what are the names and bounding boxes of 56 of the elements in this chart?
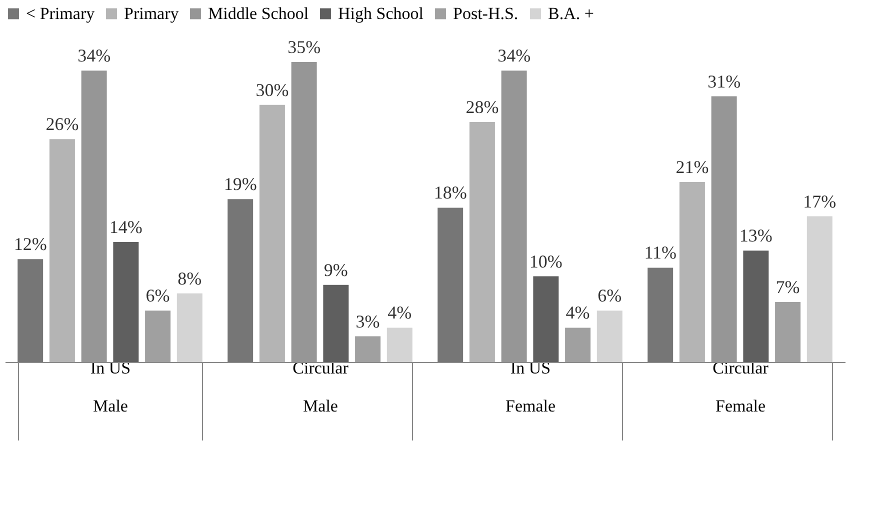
bar xyxy=(775,302,801,362)
bar xyxy=(533,276,559,362)
x-tick-label: Circular Male xyxy=(292,358,349,416)
data-label: 7% xyxy=(776,277,800,297)
data-label: 28% xyxy=(466,97,499,117)
data-label: 10% xyxy=(529,251,562,272)
data-label: 35% xyxy=(288,37,321,57)
bar xyxy=(565,328,591,362)
data-label: 4% xyxy=(388,302,412,323)
data-label: 34% xyxy=(498,46,531,66)
legend-label: Middle School xyxy=(208,4,309,23)
bar xyxy=(386,328,412,362)
bar xyxy=(228,199,254,362)
bar xyxy=(679,182,705,362)
bar xyxy=(501,70,527,362)
data-label: 13% xyxy=(739,226,772,246)
bar xyxy=(355,336,381,362)
data-label: 6% xyxy=(146,286,170,306)
bar xyxy=(648,268,674,362)
bar xyxy=(49,139,75,362)
bar xyxy=(113,242,139,362)
bar xyxy=(323,284,349,362)
bar xyxy=(18,259,44,362)
data-label: 9% xyxy=(324,260,348,280)
bar xyxy=(176,293,202,362)
data-label: 31% xyxy=(708,71,741,92)
x-tick-label: Circular Female xyxy=(712,358,769,416)
legend-label: High School xyxy=(338,4,424,23)
bar xyxy=(711,96,737,362)
data-label: 30% xyxy=(256,80,289,100)
data-label: 8% xyxy=(178,268,202,288)
bar xyxy=(81,70,107,362)
data-label: 4% xyxy=(566,302,590,323)
bar xyxy=(469,122,495,362)
legend-label: B.A. + xyxy=(548,4,594,23)
data-label: 19% xyxy=(224,174,257,194)
legend-label: Post-H.S. xyxy=(453,4,518,23)
bar xyxy=(259,104,285,362)
data-label: 3% xyxy=(356,311,380,332)
bar xyxy=(291,62,317,362)
data-label: 14% xyxy=(109,217,142,237)
bar xyxy=(596,310,622,362)
data-label: 26% xyxy=(46,114,79,134)
bar xyxy=(145,310,171,362)
data-label: 17% xyxy=(803,191,836,212)
data-label: 21% xyxy=(676,157,709,177)
bar xyxy=(438,208,464,362)
data-label: 11% xyxy=(644,242,677,263)
bar xyxy=(806,216,832,362)
bar xyxy=(743,250,769,362)
legend-label: < Primary xyxy=(26,4,96,23)
legend-label: Primary xyxy=(124,4,180,23)
data-label: 34% xyxy=(78,46,111,66)
data-label: 18% xyxy=(434,182,467,203)
data-label: 6% xyxy=(598,286,622,306)
data-label: 12% xyxy=(14,234,47,254)
